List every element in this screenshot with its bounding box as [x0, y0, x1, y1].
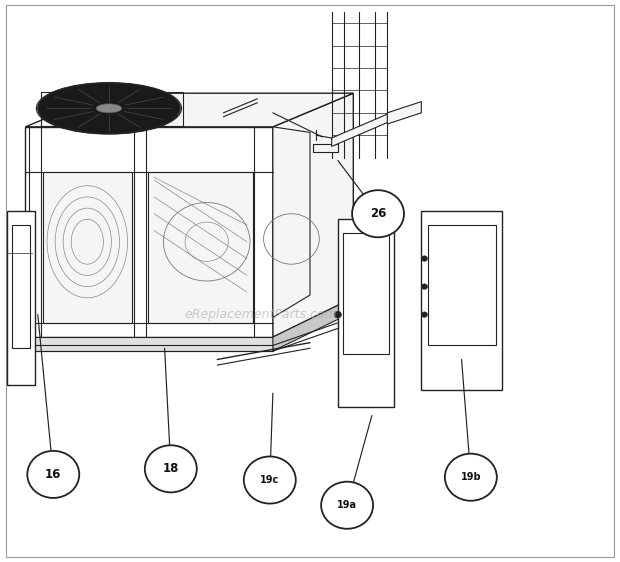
Ellipse shape	[38, 83, 180, 134]
Ellipse shape	[96, 104, 122, 113]
Polygon shape	[422, 211, 502, 391]
Circle shape	[244, 456, 296, 504]
Circle shape	[27, 451, 79, 498]
Polygon shape	[43, 171, 132, 323]
Circle shape	[352, 190, 404, 237]
Circle shape	[321, 482, 373, 529]
Polygon shape	[25, 337, 273, 351]
Text: 26: 26	[370, 207, 386, 220]
Text: eReplacementParts.com: eReplacementParts.com	[184, 308, 337, 321]
Polygon shape	[388, 102, 422, 124]
Polygon shape	[273, 298, 353, 351]
Polygon shape	[338, 219, 394, 407]
Circle shape	[422, 312, 428, 318]
Polygon shape	[313, 144, 338, 152]
Circle shape	[334, 311, 342, 318]
Polygon shape	[12, 225, 30, 348]
Polygon shape	[25, 127, 273, 337]
Circle shape	[422, 284, 428, 289]
Text: 19b: 19b	[461, 472, 481, 482]
Polygon shape	[428, 225, 495, 346]
Polygon shape	[343, 233, 389, 354]
Polygon shape	[25, 93, 353, 127]
Text: 16: 16	[45, 468, 61, 481]
Text: 19a: 19a	[337, 500, 357, 510]
Polygon shape	[332, 113, 391, 147]
Polygon shape	[7, 211, 35, 385]
Polygon shape	[273, 127, 310, 318]
Polygon shape	[148, 171, 253, 323]
Circle shape	[422, 256, 428, 261]
Polygon shape	[273, 93, 353, 337]
Text: 18: 18	[162, 463, 179, 475]
Circle shape	[445, 454, 497, 501]
Text: 19c: 19c	[260, 475, 280, 485]
Circle shape	[145, 445, 197, 492]
